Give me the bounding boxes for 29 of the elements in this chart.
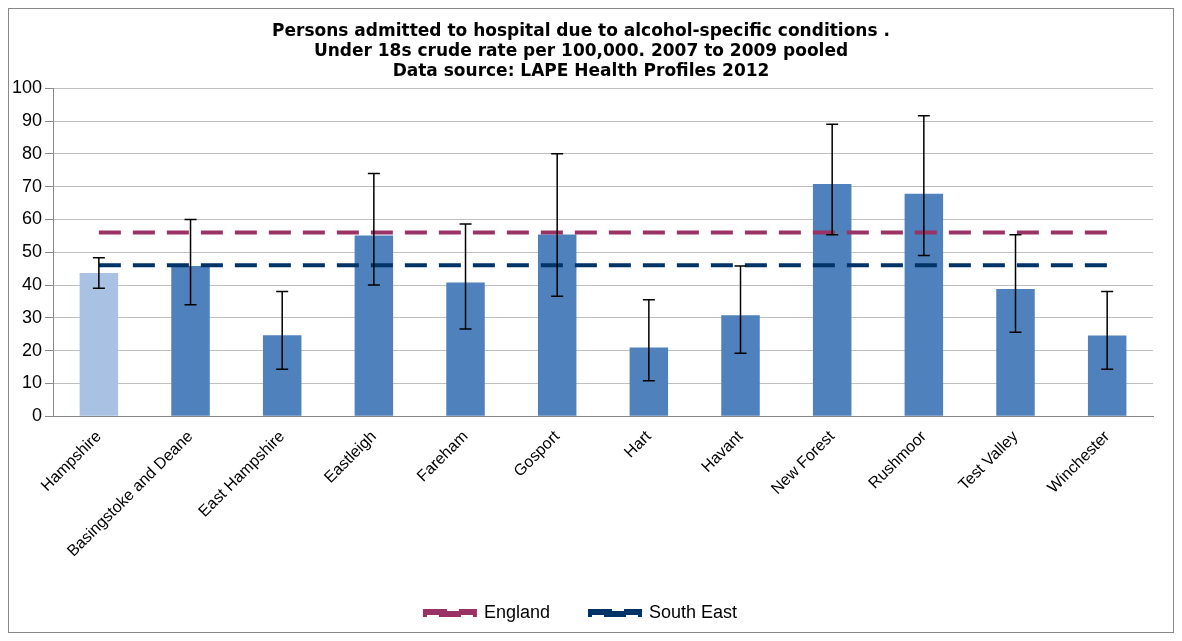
y-tick-label: 20	[22, 339, 43, 360]
x-tick-label: Hart	[620, 426, 655, 461]
y-tick-label: 10	[22, 372, 43, 393]
bar	[721, 315, 760, 416]
y-tick-label: 50	[22, 241, 43, 262]
text: Data source: LAPE Health Profiles 2012	[392, 60, 770, 81]
bar	[171, 266, 210, 416]
bar	[904, 193, 944, 416]
bar	[812, 184, 852, 416]
y-tick-label: 70	[22, 175, 43, 196]
y-tick-label: 0	[32, 405, 43, 426]
y-tick-label: 100	[11, 77, 43, 98]
y-tick-label: 90	[22, 109, 43, 130]
bar	[79, 272, 119, 416]
text: Under 18s crude rate per 100,000. 2007 to 2009 pooled	[313, 40, 849, 61]
y-tick-label: 40	[22, 274, 43, 295]
y-tick-label: 60	[22, 208, 43, 229]
legend-label: England	[483, 601, 550, 622]
text: Persons admitted to hospital due to alcohol-specific conditions .	[272, 19, 890, 40]
bar	[262, 335, 302, 416]
y-tick-label: 80	[22, 142, 43, 163]
bar	[354, 235, 394, 416]
bar	[446, 282, 485, 416]
bar	[629, 347, 669, 416]
y-tick-label: 30	[22, 306, 43, 327]
bar	[996, 288, 1035, 416]
legend-label: South East	[649, 601, 738, 622]
bar	[1087, 335, 1127, 416]
bar	[537, 234, 577, 416]
